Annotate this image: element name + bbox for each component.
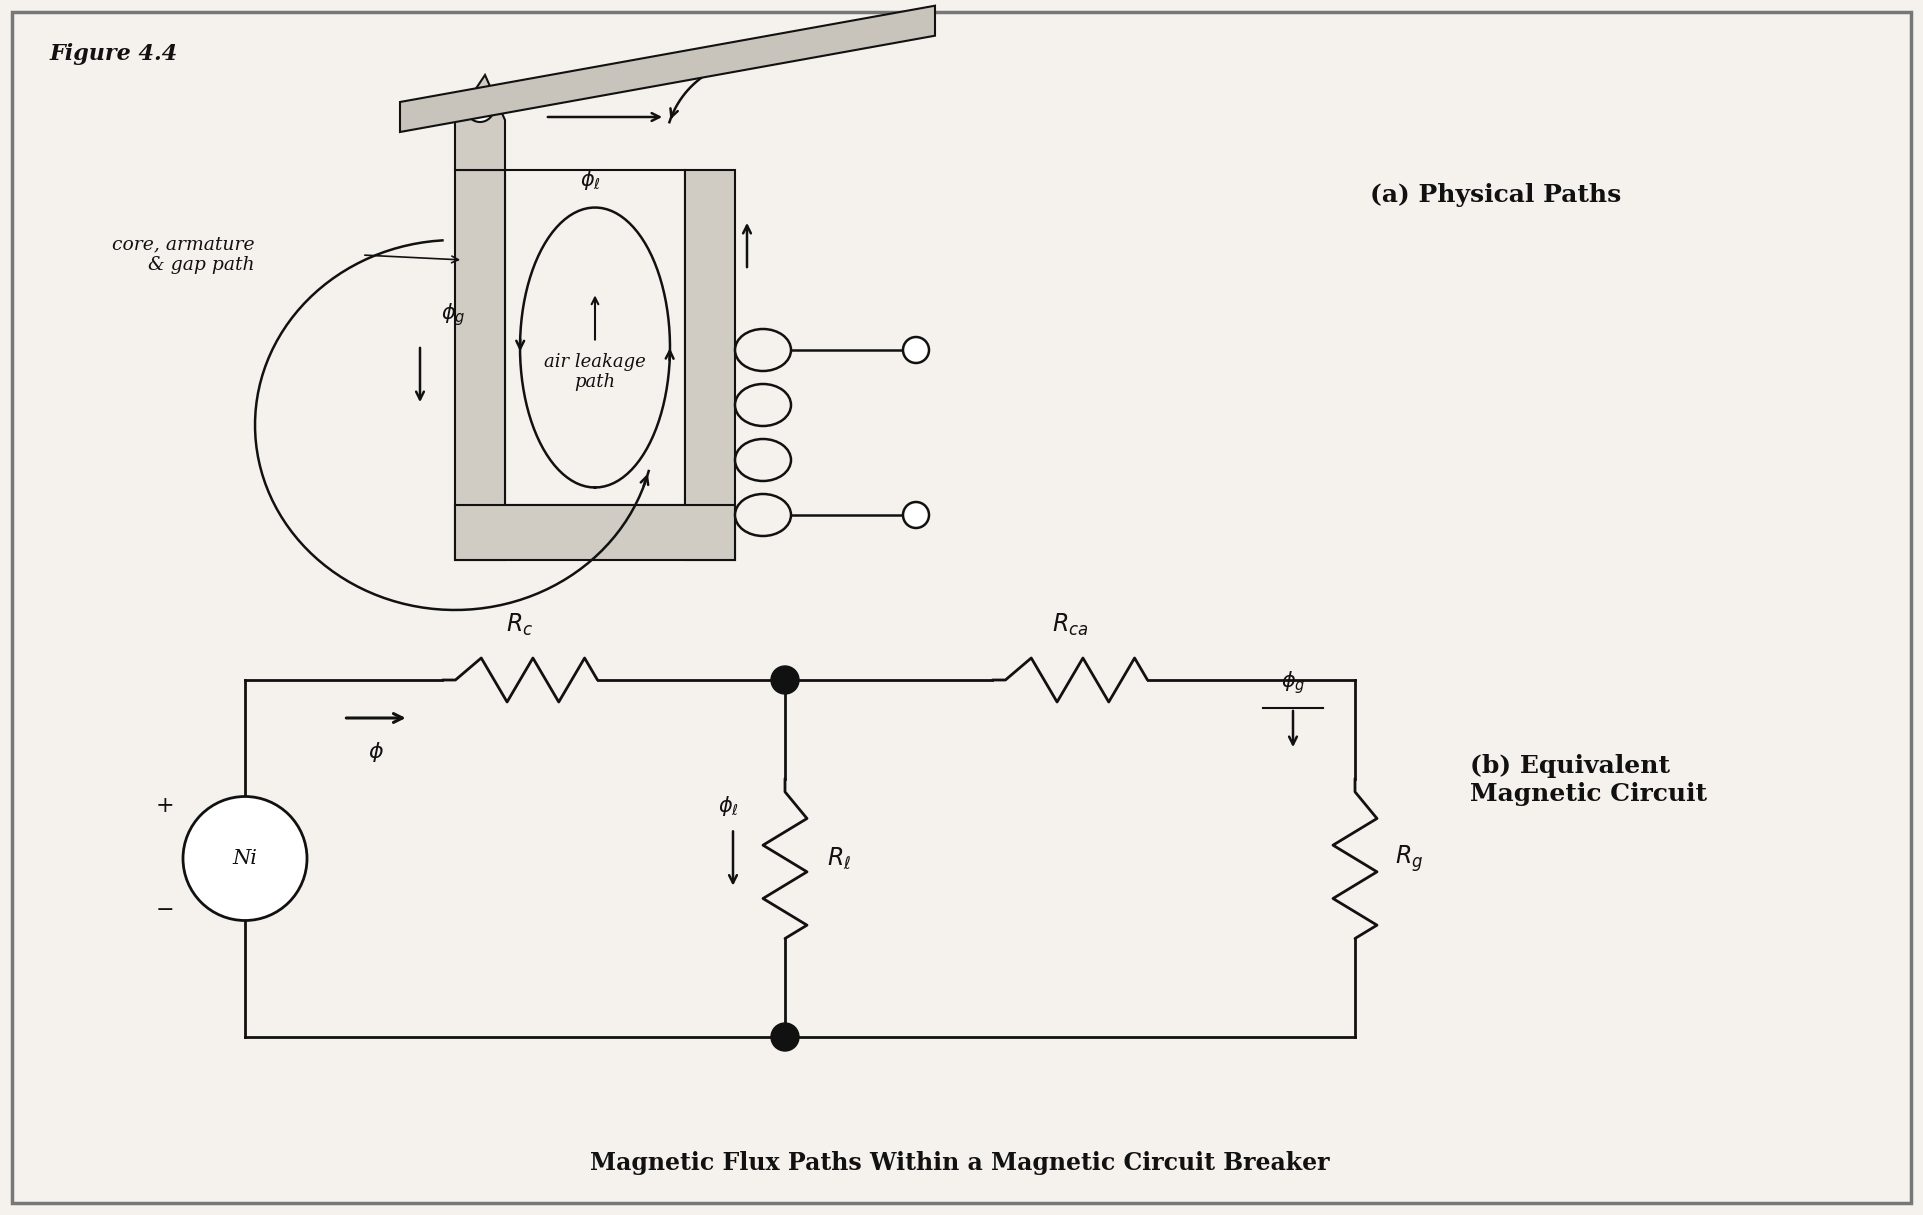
Text: $\phi$: $\phi$ [367,740,383,764]
Polygon shape [400,6,935,132]
Text: $R_g$: $R_g$ [1394,843,1423,874]
Circle shape [771,666,798,694]
Polygon shape [456,75,506,170]
Text: Ni: Ni [233,849,258,868]
Bar [685,170,735,560]
Text: $\phi_g$: $\phi_g$ [1281,669,1306,696]
Text: Magnetic Flux Paths Within a Magnetic Circuit Breaker: Magnetic Flux Paths Within a Magnetic Ci… [590,1151,1329,1175]
Ellipse shape [735,384,790,426]
Circle shape [465,94,494,122]
Ellipse shape [735,329,790,371]
Circle shape [904,502,929,529]
Text: $\phi_\ell$: $\phi_\ell$ [717,795,738,819]
Text: Figure 4.4: Figure 4.4 [50,43,179,64]
Text: (a) Physical Paths: (a) Physical Paths [1369,183,1621,207]
Text: $\phi_g$: $\phi_g$ [440,301,465,328]
Text: core, armature
& gap path: core, armature & gap path [112,236,256,275]
Text: (b) Equivalent
Magnetic Circuit: (b) Equivalent Magnetic Circuit [1469,755,1708,806]
Text: air leakage
path: air leakage path [544,352,646,391]
Text: +: + [156,796,175,818]
Bar [456,505,735,560]
Text: $\phi_\ell$: $\phi_\ell$ [579,169,600,192]
Circle shape [771,1023,798,1051]
Circle shape [183,797,308,921]
Text: −: − [156,899,175,921]
Text: $R_{ca}$: $R_{ca}$ [1052,612,1088,638]
Ellipse shape [735,439,790,481]
Ellipse shape [735,495,790,536]
Circle shape [904,337,929,363]
Text: $R_\ell$: $R_\ell$ [827,846,852,871]
Bar [456,170,506,560]
Bar [506,170,685,505]
Text: $R_c$: $R_c$ [506,612,533,638]
